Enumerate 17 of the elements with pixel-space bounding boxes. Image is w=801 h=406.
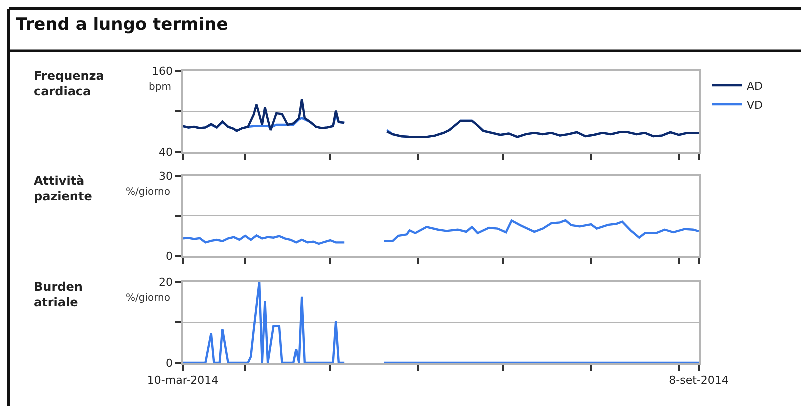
legend-label: AD [747,80,764,93]
y-axis-title: Burden atriale [34,280,83,310]
y-tick-label: 40 [159,146,174,159]
x-tick-label: 8-set-2014 [669,374,729,387]
y-axis-title: Attività paziente [34,174,92,204]
y-tick-label: 160 [152,64,174,78]
legend-label: VD [747,98,764,112]
y-axis-title: Frequenza cardiaca [34,69,104,99]
y-tick-label: 0 [166,250,174,263]
text: bpm [149,82,172,93]
chart-title: Trend a lungo termine [16,14,228,35]
x-tick-label: 10-mar-2014 [147,374,219,387]
y-tick-label: 0 [166,356,174,370]
text: %/giorno [126,293,171,304]
y-tick-label: 20 [159,276,174,289]
y-tick-label: 30 [159,170,174,183]
text: %/giorno [126,187,171,198]
